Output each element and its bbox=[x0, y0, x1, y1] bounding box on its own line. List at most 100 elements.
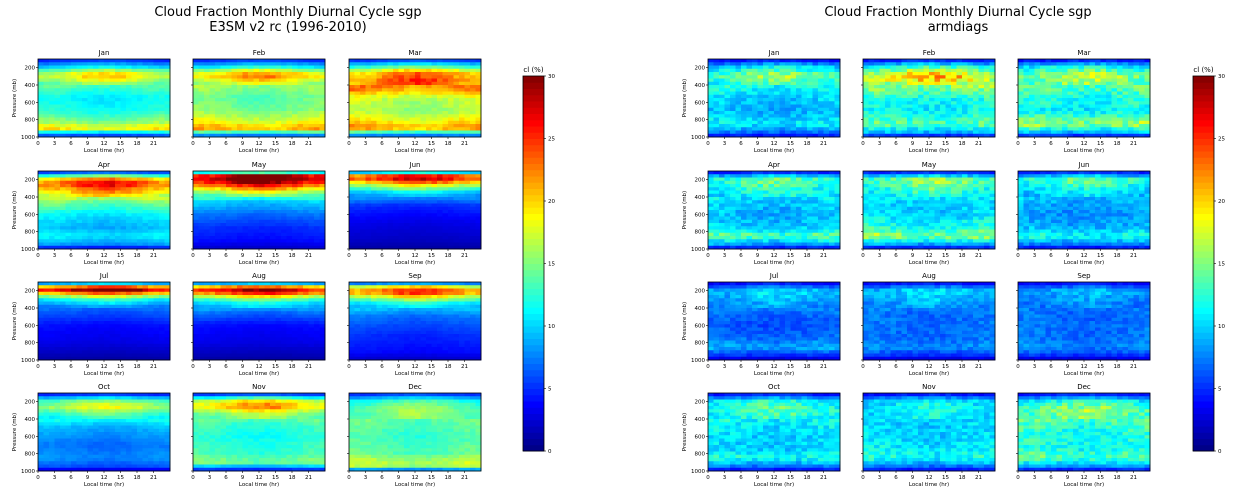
heatmap-cell bbox=[137, 98, 143, 102]
heatmap-cell bbox=[415, 124, 421, 128]
heatmap-cell bbox=[387, 65, 394, 70]
heatmap-cell bbox=[459, 232, 465, 237]
heatmap-cell bbox=[164, 206, 171, 211]
heatmap-cell bbox=[415, 213, 421, 217]
heatmap-cell bbox=[115, 245, 121, 250]
heatmap-cell bbox=[131, 120, 138, 125]
heatmap-cell bbox=[393, 85, 399, 89]
heatmap-cell bbox=[431, 75, 438, 79]
panel-title-mar: Mar bbox=[408, 49, 421, 57]
heatmap-cell bbox=[242, 350, 249, 354]
heatmap-cell bbox=[65, 324, 72, 328]
heatmap-cell bbox=[409, 197, 416, 201]
heatmap-cell bbox=[98, 62, 105, 66]
heatmap-cell bbox=[308, 213, 315, 217]
heatmap-cell bbox=[314, 330, 320, 335]
heatmap-cell bbox=[226, 184, 232, 188]
heatmap-cell bbox=[198, 104, 205, 109]
heatmap-cell bbox=[448, 190, 454, 195]
heatmap-cell bbox=[349, 65, 355, 70]
heatmap-cell bbox=[360, 321, 366, 325]
heatmap-cell bbox=[109, 245, 116, 250]
heatmap-cell bbox=[308, 104, 315, 109]
heatmap-cell bbox=[60, 72, 66, 76]
heatmap-cell bbox=[93, 91, 99, 96]
heatmap-cell bbox=[142, 282, 149, 286]
heatmap-cell bbox=[87, 282, 94, 286]
heatmap-cell bbox=[98, 193, 105, 198]
heatmap-cell bbox=[248, 65, 254, 70]
heatmap-cell bbox=[87, 340, 94, 345]
heatmap-cell bbox=[371, 301, 377, 306]
heatmap-cell bbox=[248, 81, 254, 86]
heatmap-cell bbox=[248, 340, 254, 345]
heatmap-cell bbox=[475, 68, 482, 73]
heatmap-cell bbox=[115, 81, 121, 86]
heatmap-cell bbox=[475, 236, 482, 240]
heatmap-cell bbox=[319, 124, 326, 128]
heatmap-cell bbox=[259, 180, 265, 185]
heatmap-cell bbox=[286, 298, 293, 302]
heatmap-cell bbox=[142, 94, 149, 99]
heatmap-cell bbox=[365, 337, 372, 341]
heatmap-cell bbox=[237, 295, 243, 299]
heatmap-cell bbox=[360, 171, 366, 175]
heatmap-cell bbox=[360, 308, 366, 312]
heatmap-cell bbox=[437, 216, 443, 221]
heatmap-cell bbox=[54, 308, 61, 312]
heatmap-cell bbox=[382, 327, 388, 332]
heatmap-cell bbox=[142, 197, 149, 201]
heatmap-cell bbox=[387, 75, 394, 79]
heatmap-cell bbox=[371, 216, 377, 221]
heatmap-cell bbox=[237, 311, 243, 315]
heatmap-cell bbox=[253, 245, 260, 250]
heatmap-cell bbox=[237, 301, 243, 306]
heatmap-cell bbox=[371, 223, 377, 227]
heatmap-cell bbox=[198, 242, 205, 247]
heatmap-cell bbox=[453, 203, 460, 208]
heatmap-cell bbox=[209, 301, 216, 306]
heatmap-cell bbox=[193, 59, 199, 63]
heatmap-cell bbox=[76, 311, 83, 315]
heatmap-cell bbox=[237, 213, 243, 217]
heatmap-cell bbox=[38, 236, 44, 240]
heatmap-cell bbox=[148, 311, 154, 315]
heatmap-cell bbox=[38, 317, 44, 322]
heatmap-cell bbox=[253, 219, 260, 224]
heatmap-cell bbox=[470, 101, 476, 105]
heatmap-cell bbox=[231, 216, 238, 221]
heatmap-cell bbox=[459, 91, 465, 96]
heatmap-cell bbox=[264, 130, 271, 135]
heatmap-cell bbox=[275, 314, 282, 319]
heatmap-cell bbox=[365, 197, 372, 201]
heatmap-cell bbox=[281, 114, 287, 118]
heatmap-cell bbox=[76, 232, 83, 237]
heatmap-cell bbox=[76, 219, 83, 224]
heatmap-cell bbox=[437, 104, 443, 109]
heatmap-cell bbox=[65, 81, 72, 86]
x-tick-label: 3 bbox=[53, 141, 57, 147]
heatmap-cell bbox=[319, 62, 326, 66]
heatmap-cell bbox=[382, 203, 388, 208]
heatmap-cell bbox=[349, 88, 355, 92]
heatmap-cell bbox=[264, 210, 271, 214]
heatmap-cell bbox=[65, 59, 72, 63]
heatmap-cell bbox=[393, 78, 399, 83]
heatmap-cell bbox=[415, 239, 421, 243]
heatmap-cell bbox=[142, 236, 149, 240]
heatmap-cell bbox=[270, 200, 276, 204]
heatmap-cell bbox=[409, 223, 416, 227]
heatmap-cell bbox=[49, 308, 55, 312]
heatmap-cell bbox=[60, 353, 66, 358]
heatmap-cell bbox=[76, 304, 83, 309]
heatmap-cell bbox=[93, 347, 99, 351]
heatmap-cell bbox=[242, 321, 249, 325]
heatmap-cell bbox=[360, 200, 366, 204]
heatmap-cell bbox=[65, 206, 72, 211]
heatmap-cell bbox=[60, 104, 66, 109]
heatmap-cell bbox=[71, 282, 77, 286]
heatmap-cell bbox=[464, 104, 471, 109]
heatmap-cell bbox=[49, 337, 55, 341]
heatmap-cell bbox=[198, 223, 205, 227]
heatmap-cell bbox=[281, 68, 287, 73]
